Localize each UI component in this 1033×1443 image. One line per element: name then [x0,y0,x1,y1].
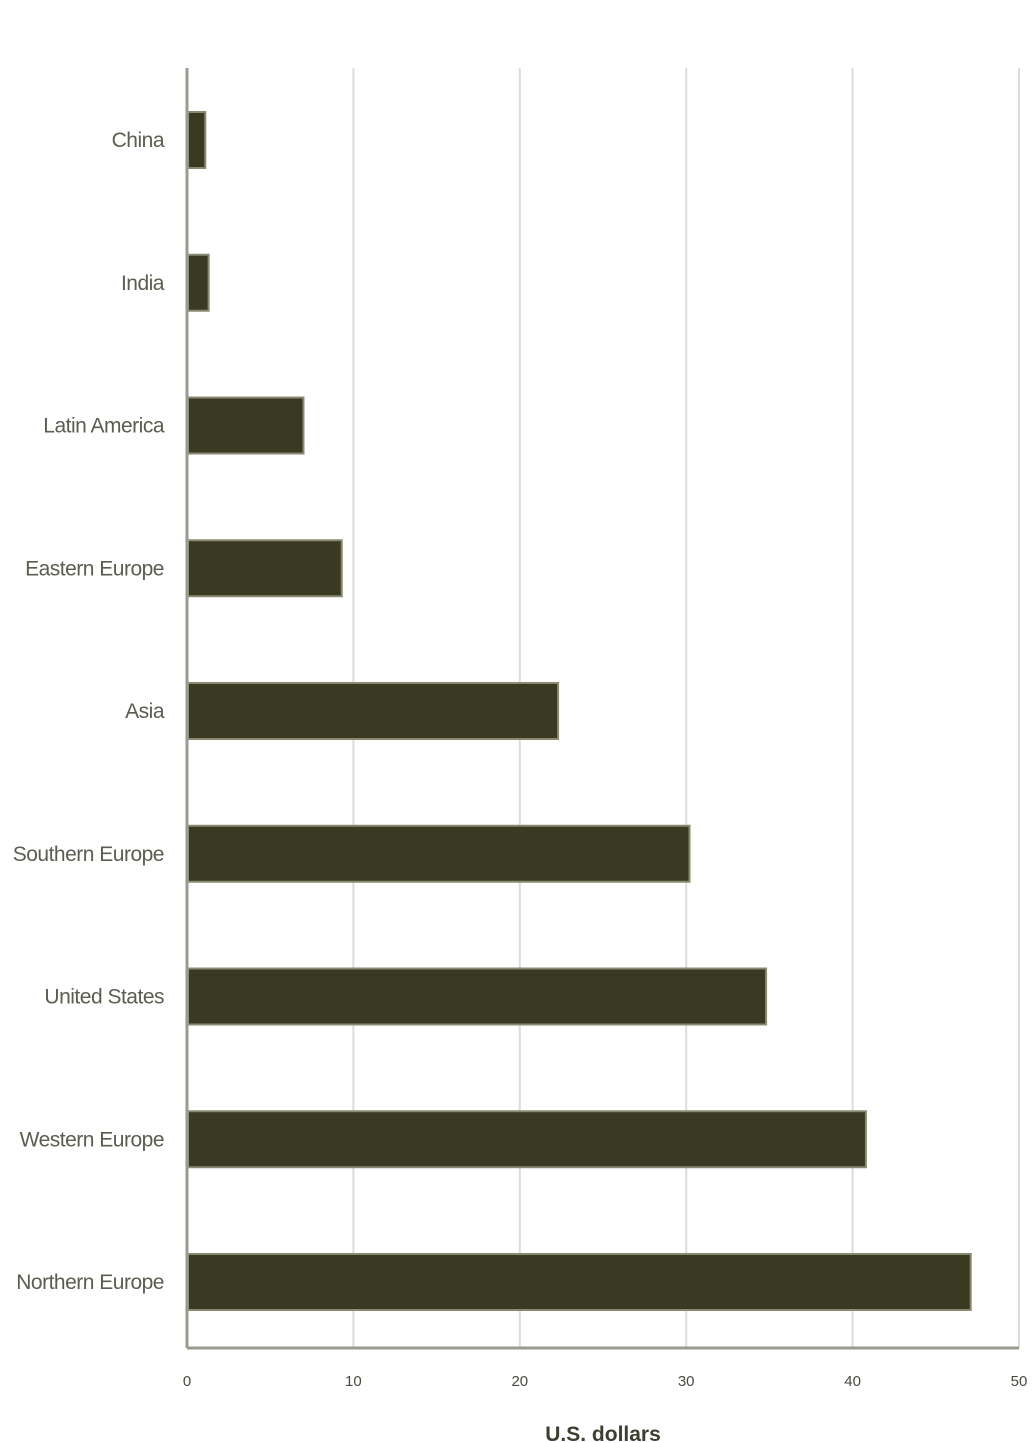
axes [185,68,1019,1350]
category-label: Latin America [43,415,165,438]
bar [187,1253,972,1311]
x-tick-label: 50 [1011,1373,1028,1390]
x-tick-label: 20 [511,1373,528,1390]
category-label: Asia [125,700,165,723]
x-tick-label: 10 [345,1373,362,1390]
category-label: Southern Europe [13,843,164,866]
x-tick-label: 30 [678,1373,695,1390]
x-tick-label: 40 [844,1373,861,1390]
category-label: India [121,272,165,295]
category-label: Western Europe [20,1128,164,1151]
x-tick-label: 0 [183,1373,191,1390]
bar [187,967,768,1026]
bar [187,539,343,598]
bar [187,682,560,740]
bar [187,111,207,169]
category-label: China [112,129,165,152]
category-label: United States [44,986,164,1009]
bar [187,253,210,312]
category-label: Northern Europe [16,1271,164,1294]
bar [187,396,305,455]
x-axis-title: U.S. dollars [545,1423,661,1443]
category-labels: China India Latin America Eastern Europe Asi… [13,129,166,1294]
bar [187,824,691,883]
bar [187,1110,867,1169]
category-label: Eastern Europe [25,557,164,580]
x-tick-labels: 0 10 20 30 40 50 [183,1373,1028,1390]
